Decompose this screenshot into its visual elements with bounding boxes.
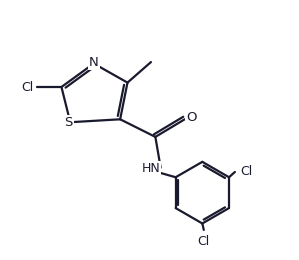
- Text: S: S: [65, 116, 73, 129]
- Text: N: N: [89, 56, 99, 69]
- Text: HN: HN: [142, 162, 160, 175]
- Text: O: O: [186, 111, 196, 124]
- Text: Cl: Cl: [198, 235, 210, 248]
- Text: Cl: Cl: [22, 81, 34, 94]
- Text: Cl: Cl: [240, 165, 253, 178]
